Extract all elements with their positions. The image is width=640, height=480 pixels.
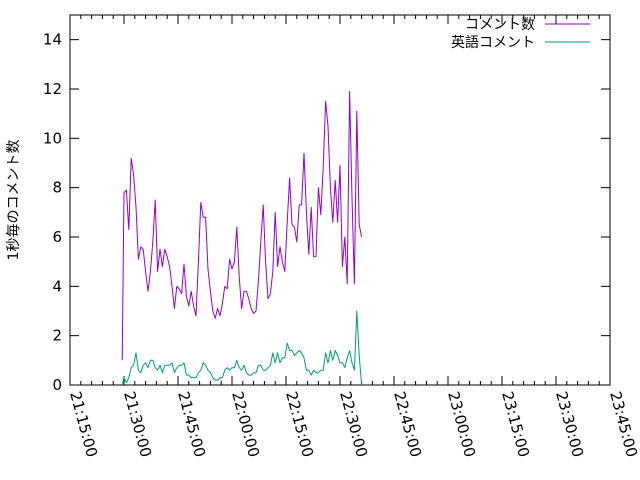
x-tick-label: 21:15:00	[66, 389, 101, 459]
x-tick-label: 23:45:00	[606, 389, 640, 459]
y-tick-label: 14	[43, 31, 62, 49]
x-tick-label: 22:15:00	[282, 389, 317, 459]
legend-label-0: コメント数	[465, 17, 535, 33]
x-tick-label: 22:00:00	[228, 389, 263, 459]
y-axis-title: 1秒毎のコメント数	[6, 140, 22, 261]
y-tick-label: 12	[43, 80, 62, 98]
x-tick-label: 21:45:00	[174, 389, 209, 459]
y-tick-label: 2	[52, 327, 62, 345]
plot-frame	[69, 14, 611, 386]
x-tick-label: 23:00:00	[444, 389, 479, 459]
y-tick-label: 0	[52, 376, 62, 394]
x-tick-label: 22:45:00	[390, 389, 425, 459]
y-tick-label: 8	[52, 179, 62, 197]
y-tick-label: 10	[43, 129, 62, 147]
x-tick-label: 21:30:00	[120, 389, 155, 459]
x-tick-label: 22:30:00	[336, 389, 371, 459]
y-tick-label: 6	[52, 228, 62, 246]
series-group	[121, 91, 363, 386]
series-line-1	[121, 310, 363, 386]
y-tick-label: 4	[52, 277, 62, 295]
legend-label-1: 英語コメント	[451, 34, 535, 51]
x-tick-label: 23:30:00	[552, 389, 587, 459]
x-tick-label: 23:15:00	[498, 389, 533, 459]
series-line-0	[121, 91, 363, 361]
